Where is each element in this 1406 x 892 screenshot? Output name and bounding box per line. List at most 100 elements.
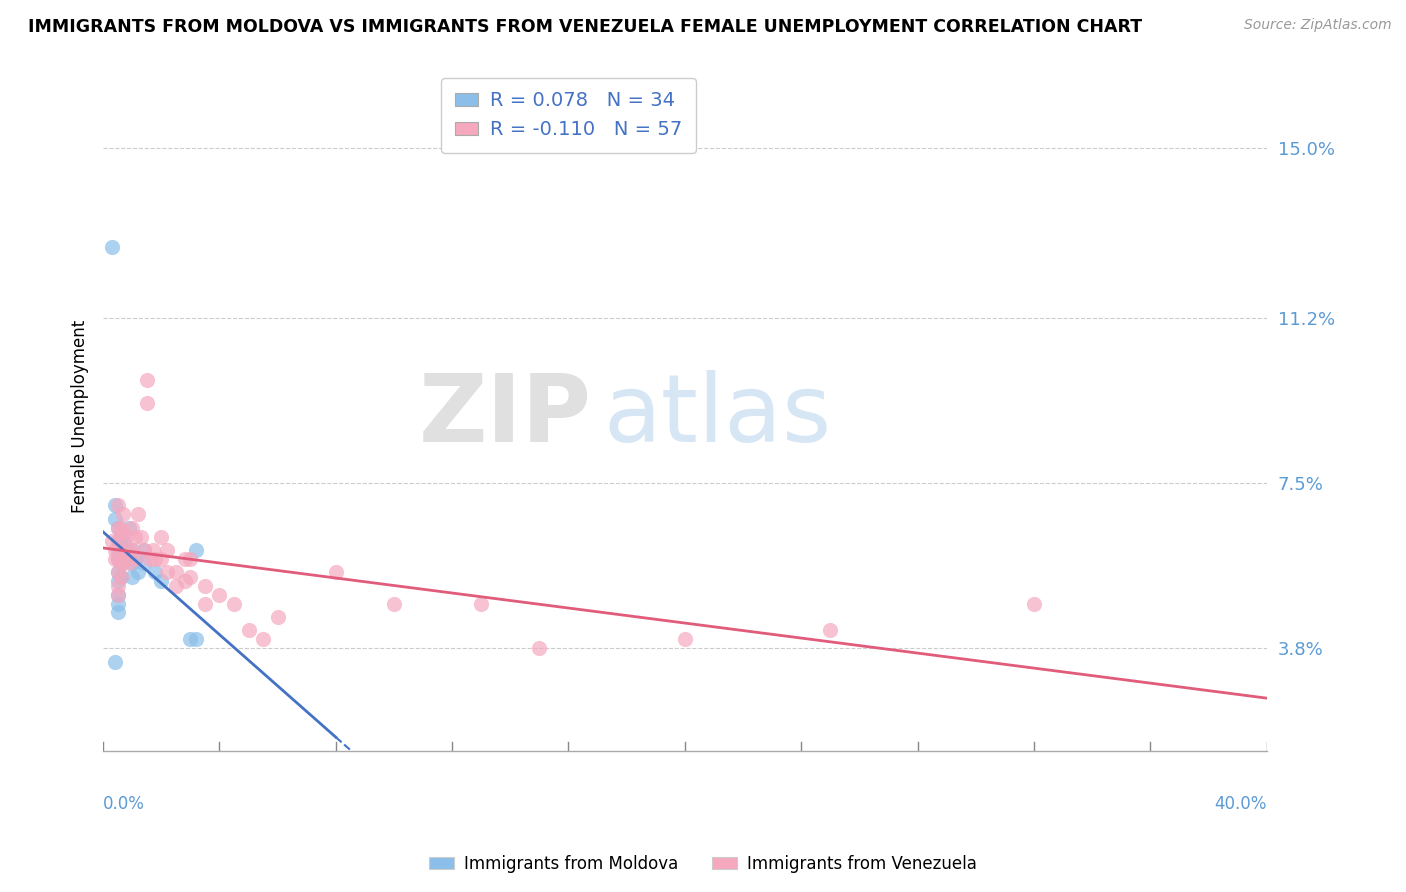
Point (107, 521, 129, 535)
Point (145, 566, 167, 580)
Point (112, 525, 135, 540)
Point (252, 632, 274, 647)
Point (135, 373, 157, 387)
Point (112, 552, 135, 566)
Point (325, 566, 347, 580)
Point (107, 521, 129, 535)
Text: 40.0%: 40.0% (1215, 796, 1267, 814)
Point (266, 610, 288, 624)
Point (820, 624, 842, 638)
Point (121, 543, 143, 558)
Point (470, 597, 492, 611)
Point (110, 530, 132, 544)
Point (238, 624, 260, 638)
Point (194, 597, 217, 611)
Point (104, 552, 127, 566)
Legend: Immigrants from Moldova, Immigrants from Venezuela: Immigrants from Moldova, Immigrants from… (423, 848, 983, 880)
Point (127, 566, 149, 580)
Point (121, 543, 143, 558)
Point (110, 570, 132, 584)
Point (107, 543, 129, 558)
Point (107, 579, 129, 593)
Point (107, 606, 129, 620)
Point (529, 641, 551, 656)
Point (150, 552, 173, 566)
Point (156, 566, 179, 580)
Point (107, 552, 129, 566)
Point (107, 499, 129, 513)
Point (110, 570, 132, 584)
Y-axis label: Female Unemployment: Female Unemployment (72, 319, 89, 513)
Point (107, 597, 129, 611)
Point (107, 588, 129, 602)
Point (115, 552, 138, 566)
Point (135, 395, 157, 409)
Point (222, 597, 245, 611)
Point (1022, 597, 1045, 611)
Text: atlas: atlas (603, 370, 831, 462)
Point (208, 588, 231, 602)
Point (112, 508, 135, 522)
Point (104, 655, 127, 669)
Point (129, 530, 152, 544)
Point (132, 543, 155, 558)
Point (110, 521, 132, 535)
Point (127, 508, 149, 522)
Point (165, 579, 187, 593)
Point (121, 570, 143, 584)
Point (110, 543, 132, 558)
Point (115, 530, 138, 544)
Point (132, 543, 155, 558)
Point (194, 579, 217, 593)
Point (179, 570, 201, 584)
Point (118, 557, 141, 571)
Point (124, 552, 146, 566)
Point (110, 557, 132, 571)
Point (107, 574, 129, 589)
Point (145, 552, 167, 566)
Point (112, 548, 135, 562)
Point (173, 552, 195, 566)
Point (138, 552, 160, 566)
Point (150, 530, 173, 544)
Point (382, 597, 405, 611)
Point (107, 588, 129, 602)
Point (107, 534, 129, 549)
Point (132, 557, 155, 571)
Point (124, 552, 146, 566)
Point (121, 557, 143, 571)
Point (107, 566, 129, 580)
Point (104, 512, 127, 526)
Point (118, 543, 141, 558)
Point (107, 566, 129, 580)
Point (186, 632, 208, 647)
Point (112, 534, 135, 549)
Point (110, 557, 132, 571)
Point (150, 574, 173, 589)
Point (104, 499, 127, 513)
Point (110, 543, 132, 558)
Point (673, 632, 696, 647)
Point (121, 521, 143, 535)
Text: IMMIGRANTS FROM MOLDOVA VS IMMIGRANTS FROM VENEZUELA FEMALE UNEMPLOYMENT CORRELA: IMMIGRANTS FROM MOLDOVA VS IMMIGRANTS FR… (28, 18, 1142, 36)
Point (101, 534, 124, 549)
Point (186, 543, 208, 558)
Point (173, 574, 195, 589)
Text: 0.0%: 0.0% (103, 796, 145, 814)
Point (179, 552, 201, 566)
Point (118, 521, 141, 535)
Point (115, 543, 138, 558)
Point (107, 534, 129, 549)
Point (156, 543, 179, 558)
Point (107, 552, 129, 566)
Point (179, 632, 201, 647)
Point (124, 530, 146, 544)
Point (165, 566, 187, 580)
Point (104, 543, 127, 558)
Text: ZIP: ZIP (419, 370, 592, 462)
Legend: R = 0.078   N = 34, R = -0.110   N = 57: R = 0.078 N = 34, R = -0.110 N = 57 (441, 78, 696, 153)
Point (142, 543, 165, 558)
Point (115, 552, 138, 566)
Point (101, 239, 124, 253)
Text: Source: ZipAtlas.com: Source: ZipAtlas.com (1244, 18, 1392, 32)
